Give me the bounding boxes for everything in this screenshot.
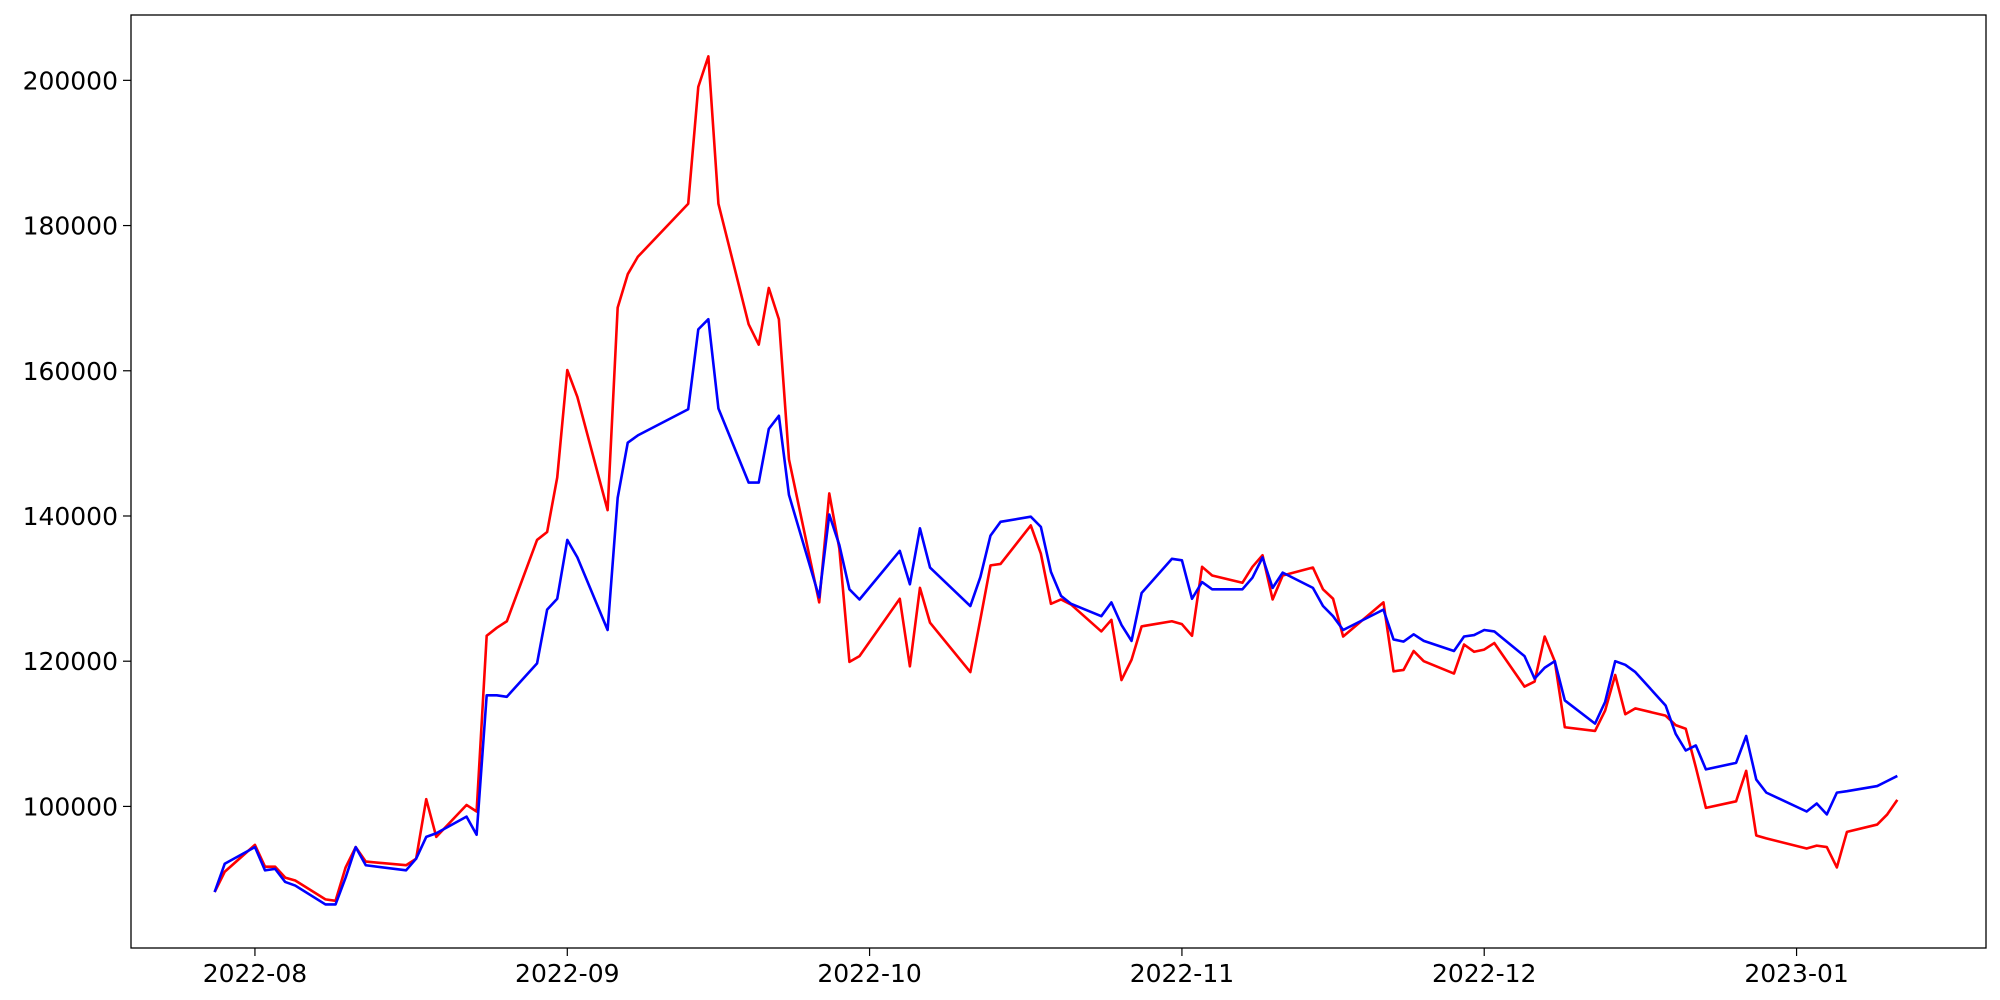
y-tick-label: 100000 xyxy=(23,792,118,821)
plot-frame xyxy=(130,14,1987,949)
y-tick-label: 140000 xyxy=(23,502,118,531)
y-tick-label: 120000 xyxy=(23,647,118,676)
data-line xyxy=(213,317,1898,906)
data-line xyxy=(213,55,1899,903)
x-tick-label: 2022-09 xyxy=(515,959,619,988)
y-tick-label: 180000 xyxy=(23,212,118,241)
x-tick-label: 2022-11 xyxy=(1130,959,1234,988)
y-tick-label: 200000 xyxy=(23,66,118,95)
x-tick-label: 2023-01 xyxy=(1744,959,1848,988)
x-tick-label: 2022-10 xyxy=(817,959,921,988)
y-tick-label: 160000 xyxy=(23,357,118,386)
x-tick-label: 2022-12 xyxy=(1432,959,1536,988)
x-tick-label: 2022-08 xyxy=(203,959,307,988)
